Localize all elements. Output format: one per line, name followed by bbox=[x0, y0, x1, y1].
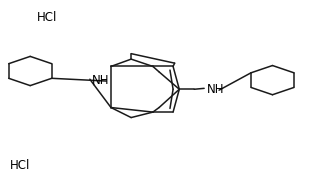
Text: NH: NH bbox=[207, 83, 225, 96]
Text: NH: NH bbox=[92, 74, 110, 87]
Text: HCl: HCl bbox=[37, 11, 57, 24]
Text: HCl: HCl bbox=[10, 159, 30, 171]
